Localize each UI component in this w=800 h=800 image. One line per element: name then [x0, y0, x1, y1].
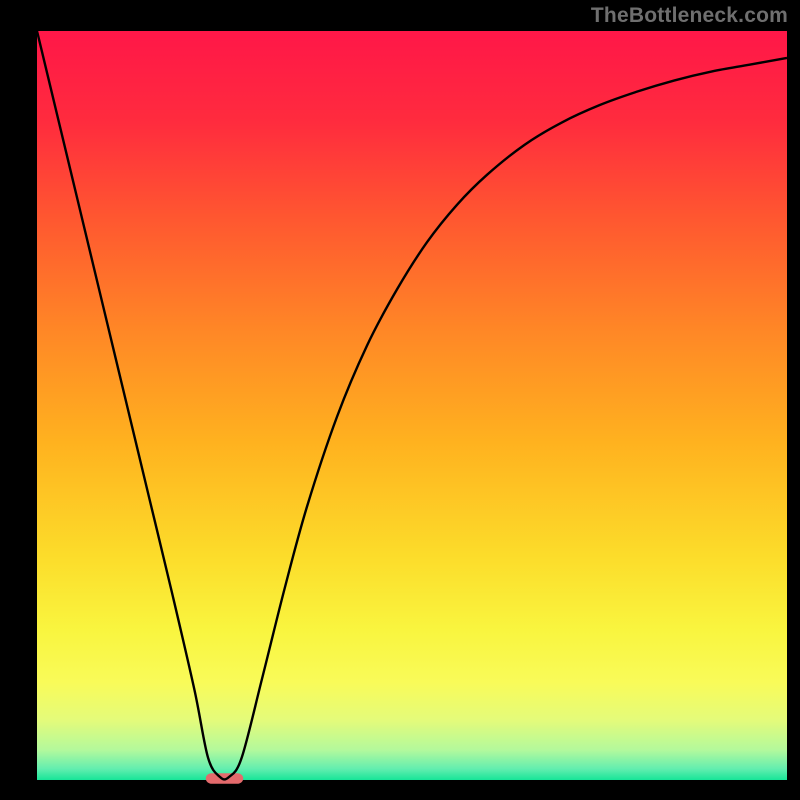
watermark-text: TheBottleneck.com [591, 4, 788, 28]
bottleneck-chart [0, 0, 800, 800]
chart-container: { "watermark": "TheBottleneck.com", "cha… [0, 0, 800, 800]
gradient-background [37, 31, 787, 780]
